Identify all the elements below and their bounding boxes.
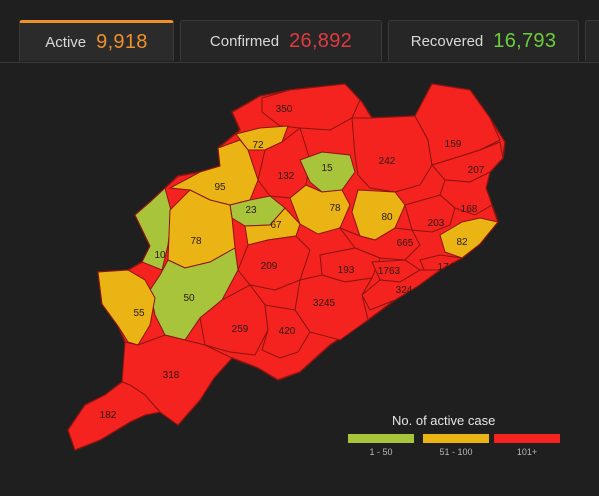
district-label-1: 72: [252, 140, 264, 151]
legend: 1 - 50 51 - 100 101+: [348, 434, 563, 464]
district-region-13[interactable]: [439, 217, 499, 259]
district-label-22: 50: [183, 293, 195, 304]
district-label-23: 55: [133, 308, 145, 319]
district-label-0: 350: [276, 104, 293, 115]
district-region-14[interactable]: [134, 187, 173, 271]
stat-tabs: Active 9,918 Confirmed 26,892 Recovered …: [0, 0, 599, 64]
district-label-3: 15: [321, 163, 333, 174]
district-label-29: 182: [100, 410, 117, 421]
district-region-10[interactable]: [289, 184, 351, 235]
district-label-28: 318: [163, 370, 180, 381]
district-label-21: 174: [438, 262, 455, 273]
district-label-4: 242: [379, 156, 396, 167]
legend-label-high: 101+: [516, 447, 538, 457]
district-label-9: 23: [245, 205, 257, 216]
legend-label-low: 1 - 50: [369, 447, 393, 457]
district-label-27: 420: [279, 326, 296, 337]
district-region-4[interactable]: [351, 115, 433, 193]
legend-label-mid: 51 - 100: [439, 447, 473, 457]
district-region-3[interactable]: [299, 151, 356, 193]
tab-active-value: 9,918: [96, 30, 148, 53]
district-map: 350 72 132 15 242 159 207 168 95 23 78 80 203 82 10 78 6…: [0, 64, 599, 491]
district-label-26: 259: [232, 324, 249, 335]
district-region-23[interactable]: [97, 269, 156, 346]
tab-confirmed-label: Confirmed: [209, 32, 280, 50]
tab-confirmed-value: 26,892: [289, 29, 353, 52]
tab-recovered-label: Recovered: [410, 32, 484, 50]
district-label-17: 665: [397, 238, 414, 249]
tab-divider: [0, 62, 599, 63]
district-label-14: 10: [154, 250, 166, 261]
district-label-12: 203: [428, 218, 445, 229]
tab-confirmed[interactable]: Confirmed 26,892: [180, 20, 382, 61]
district-label-8: 95: [214, 182, 226, 193]
district-region-5[interactable]: [414, 83, 501, 166]
district-region-27[interactable]: [261, 304, 311, 359]
district-label-15: 78: [190, 236, 202, 247]
district-label-20: 1763: [378, 266, 401, 277]
legend-title: No. of active case: [392, 413, 496, 428]
district-label-24: 324: [396, 285, 413, 296]
district-region-29[interactable]: [67, 381, 161, 451]
map-svg: 350 72 132 15 242 159 207 168 95 23 78 80 203 82 10 78 6…: [67, 83, 506, 451]
district-label-2: 132: [278, 171, 295, 182]
district-label-6: 207: [468, 165, 485, 176]
tab-active[interactable]: Active 9,918: [19, 20, 174, 61]
district-label-5: 159: [445, 139, 462, 150]
tab-active-label: Active: [45, 33, 87, 51]
district-label-13: 82: [456, 237, 468, 248]
district-label-10: 78: [329, 203, 341, 214]
legend-swatch-mid: [423, 434, 489, 443]
district-label-16: 67: [270, 220, 282, 231]
district-label-18: 209: [261, 261, 278, 272]
district-label-11: 80: [381, 212, 393, 223]
legend-swatch-high: [494, 434, 560, 443]
tab-more[interactable]: [585, 20, 599, 61]
legend-swatch-low: [348, 434, 414, 443]
district-label-7: 168: [461, 204, 478, 215]
district-region-0[interactable]: [261, 83, 361, 131]
district-region-24[interactable]: [361, 269, 442, 311]
tab-recovered-value: 16,793: [493, 29, 557, 52]
district-region-8[interactable]: [168, 139, 259, 206]
district-label-19: 193: [338, 265, 355, 276]
district-label-25: 3245: [313, 298, 336, 309]
tab-recovered[interactable]: Recovered 16,793: [388, 20, 579, 61]
